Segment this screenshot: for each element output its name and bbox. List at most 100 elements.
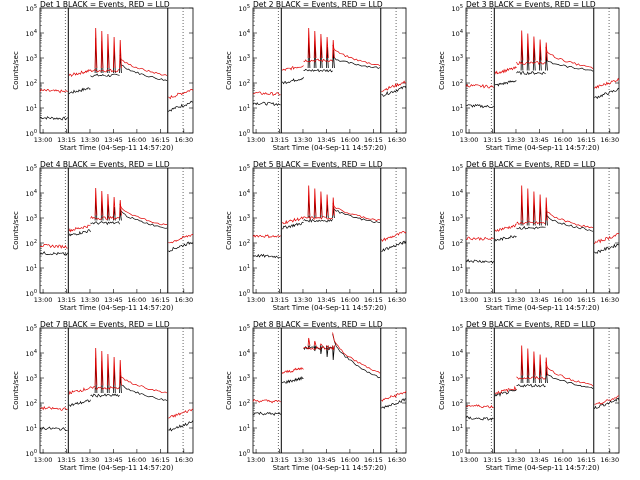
panel-title: Det 6 BLACK = Events, RED = LLD [466,160,596,169]
x-tick-label: 16:15 [151,296,170,304]
x-tick-label: 16:15 [577,456,596,464]
x-tick-label: 13:15 [57,136,76,144]
x-tick-label: 13:15 [483,456,502,464]
x-tick-label: 13:30 [81,296,100,304]
lld-series-line-spike [532,351,536,376]
x-tick-label: 13:00 [247,296,266,304]
y-tick-label: 102 [26,399,37,408]
lld-series-line-spike [113,36,116,69]
y-tick-label: 103 [26,54,37,63]
lld-series-line-spike [119,359,122,386]
lld-series-line [465,361,620,409]
panel-title: Det 1 BLACK = Events, RED = LLD [40,0,170,9]
x-tick-label: 16:00 [554,296,573,304]
lld-series-line-spike [319,343,323,346]
x-tick-label: 16:15 [364,136,383,144]
panel-title: Det 7 BLACK = Events, RED = LLD [40,320,170,329]
x-tick-label: 13:45 [104,136,123,144]
y-tick-label: 105 [239,4,250,13]
y-tick-label: 104 [452,349,463,358]
y-tick-label: 100 [452,449,463,458]
x-tick-label: 13:00 [247,136,266,144]
y-tick-label: 100 [239,289,250,298]
y-axis-label: Counts/sec [438,51,446,90]
y-tick-label: 100 [452,129,463,138]
x-tick-label: 13:30 [294,456,313,464]
x-tick-label: 16:00 [341,296,360,304]
lld-series-line-spike [94,27,98,69]
lld-series-line-spike [539,354,542,376]
y-tick-label: 103 [239,214,250,223]
x-tick-label: 13:30 [294,136,313,144]
y-tick-label: 101 [26,424,37,433]
x-tick-label: 13:30 [81,456,100,464]
x-tick-label: 16:00 [554,136,573,144]
lld-series-line-spike [526,188,530,221]
lld-series-line-spike [545,357,548,376]
y-tick-label: 104 [26,29,37,38]
y-tick-label: 104 [239,349,250,358]
x-tick-label: 13:45 [317,296,336,304]
events-series-line [39,208,194,256]
y-tick-label: 100 [26,289,37,298]
y-tick-label: 100 [26,129,37,138]
y-tick-label: 105 [26,4,37,13]
panel-title: Det 8 BLACK = Events, RED = LLD [253,320,383,329]
y-tick-label: 103 [452,374,463,383]
plot-frame [39,167,194,294]
x-tick-label: 16:00 [128,296,147,304]
y-tick-label: 102 [239,79,250,88]
y-tick-label: 101 [452,424,463,433]
lld-series-line-spike [319,191,323,216]
x-tick-label: 16:30 [600,136,619,144]
x-tick-label: 13:00 [460,136,479,144]
panel-det-4: Det 4 BLACK = Events, RED = LLD 100 101 102… [12,160,194,312]
y-axis-label: Counts/sec [225,211,233,250]
x-tick-label: 16:30 [387,296,406,304]
y-tick-label: 103 [239,54,250,63]
x-axis-label: Start Time (04-Sep-11 14:57:20) [486,464,600,472]
x-tick-label: 13:30 [294,296,313,304]
lld-series-line [39,203,194,249]
lld-series-line-spike [539,194,542,221]
lld-series-line-spike [545,197,548,221]
x-tick-label: 13:15 [57,296,76,304]
x-tick-label: 13:45 [104,456,123,464]
y-tick-label: 102 [452,79,463,88]
lld-series-line-spike [520,345,524,376]
lld-series-line-spike [106,353,110,386]
x-tick-label: 13:15 [57,456,76,464]
y-tick-label: 104 [239,29,250,38]
y-tick-label: 103 [452,54,463,63]
lld-series-line [252,203,407,242]
x-tick-label: 13:45 [530,296,549,304]
x-tick-label: 13:00 [247,456,266,464]
x-tick-label: 13:45 [317,456,336,464]
panel-title: Det 3 BLACK = Events, RED = LLD [466,0,596,9]
panel-det-8: Det 8 BLACK = Events, RED = LLD 100 101 102… [225,320,407,472]
y-tick-label: 103 [26,214,37,223]
x-tick-label: 13:15 [270,296,289,304]
y-axis-label: Counts/sec [225,371,233,410]
y-tick-label: 102 [452,239,463,248]
lld-series-line-spike [119,39,122,69]
x-tick-label: 13:30 [507,456,526,464]
lld-series-line-spike [313,30,317,59]
y-tick-label: 101 [26,264,37,273]
x-tick-label: 13:45 [530,136,549,144]
lld-series-line-spike [326,36,329,59]
x-tick-label: 13:00 [34,136,53,144]
panel-det-7: Det 7 BLACK = Events, RED = LLD 100 101 102… [12,320,194,472]
y-tick-label: 101 [452,264,463,273]
events-series-line-spike [313,345,317,352]
lld-series-line-spike [94,347,98,386]
lld-series-line [39,372,194,419]
y-tick-label: 101 [26,104,37,113]
x-tick-label: 16:00 [128,136,147,144]
x-tick-label: 16:00 [554,456,573,464]
lld-series-line-spike [532,191,536,221]
y-tick-label: 105 [26,164,37,173]
y-tick-label: 105 [452,4,463,13]
y-tick-label: 101 [239,424,250,433]
